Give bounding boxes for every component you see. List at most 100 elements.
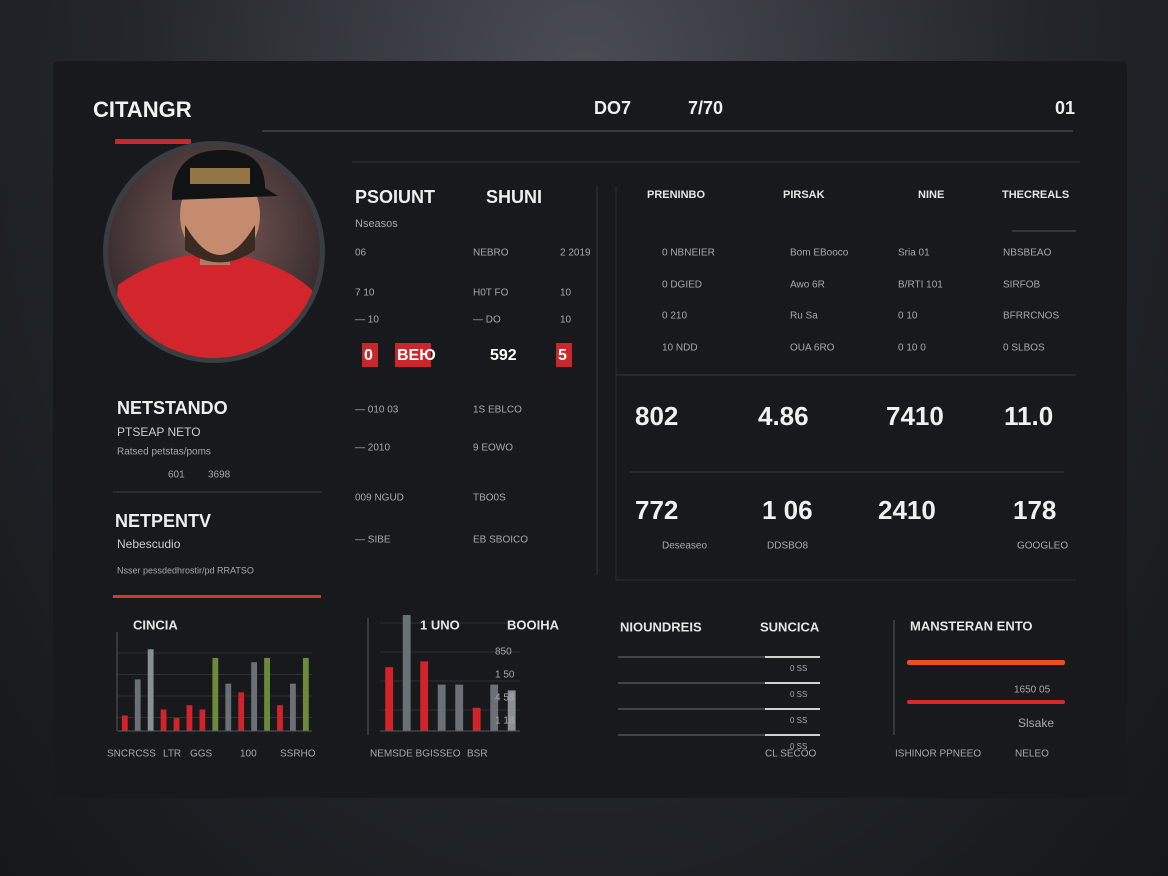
bar [173, 718, 180, 731]
meter-label: 1650 05 [1014, 685, 1051, 696]
table-header: PIRSAK [783, 189, 825, 201]
profile-stat: 601 [168, 470, 185, 481]
progress-title: NIOUNDREIS [620, 619, 702, 634]
meter-label: Slsake [1018, 716, 1054, 730]
progress-subtitle: SUNCICA [760, 619, 820, 634]
profile-name: NETSTANDO [117, 398, 228, 418]
bar [472, 707, 481, 731]
stat-cell: — 010 03 [355, 405, 399, 416]
section-title: NETPENTV [115, 511, 211, 531]
section-sub: Nebescudio [117, 537, 181, 551]
track-label: 0 SS [790, 690, 807, 699]
table-cell: 10 NDD [662, 343, 698, 354]
bar [238, 692, 245, 731]
stats-subtitle: Nseasos [355, 218, 398, 230]
table-cell: 0 210 [662, 311, 687, 322]
table-cell: 0 NBNEIER [662, 248, 715, 259]
stat-cell: — SIBE [355, 535, 391, 546]
stat-cell: — DO [473, 315, 501, 326]
table-cell: Bom EBooco [790, 248, 849, 259]
progress: 0 SS 0 SS 0 SS 0 SS [618, 656, 820, 751]
stat-cell: 9 EOWO [473, 443, 513, 454]
big-stat: 772 [635, 495, 678, 525]
bar [134, 679, 141, 731]
bar [160, 709, 167, 731]
side-label: 1 50 [495, 670, 515, 681]
table: PRENINBO PIRSAK NINE THECREALS 0 NBNEIER Bom … [635, 189, 1069, 552]
table-cell: OUA 6RO [790, 343, 835, 354]
big-stat: 7410 [886, 401, 944, 431]
bar [385, 667, 394, 731]
x-label: NEMSDE BGISSEO [370, 749, 461, 760]
x-label: GGS [190, 749, 213, 760]
bar [121, 715, 128, 731]
chip-bg [362, 343, 378, 367]
stat-cell: — 10 [355, 315, 379, 326]
profile-role: PTSEAP NETO [117, 425, 201, 439]
bar [225, 683, 232, 731]
bar [147, 649, 154, 731]
chip: 592 [490, 347, 517, 364]
stat-cell: TBO0S [473, 493, 506, 504]
x-label: 100 [240, 749, 257, 760]
accent [115, 139, 191, 144]
table-cell: 0 DGIED [662, 280, 702, 291]
table-cell: SIRFOB [1003, 280, 1041, 291]
stat-cell: — 2010 [355, 443, 390, 454]
bar [420, 661, 429, 731]
table-cell: Sria 01 [898, 248, 930, 259]
bar [507, 690, 516, 731]
header-item: 7/70 [688, 98, 723, 118]
meter-footer: NELEO [1015, 749, 1049, 760]
table-header: THECREALS [1002, 189, 1069, 201]
x-label: BSR [467, 749, 488, 760]
x-label: SSRHO [280, 749, 316, 760]
progress-footer: CL SECOO [765, 749, 817, 760]
table-cell: 0 10 0 [898, 343, 926, 354]
side-label: 850 [495, 647, 512, 658]
table-cell: Ru Sa [790, 311, 818, 322]
big-stat: 1 06 [762, 495, 813, 525]
chip-bg [556, 343, 572, 367]
meter-title: MANSTERAN ENTO [910, 618, 1033, 633]
big-stat: 802 [635, 401, 678, 431]
bar [455, 684, 464, 731]
table-cell: B/RTI 101 [898, 280, 943, 291]
bar [290, 683, 296, 731]
meter-bar [907, 700, 1065, 704]
avatar [108, 146, 320, 358]
stat-cell: EB SBOICO [473, 535, 528, 546]
stat-cell: 009 NGUD [355, 493, 404, 504]
header-item: 01 [1055, 98, 1075, 118]
table-cell: NBSBEAO [1003, 248, 1052, 259]
big-stat: 2410 [878, 495, 936, 525]
bar [264, 657, 270, 731]
bar [199, 709, 206, 731]
track-label: 0 SS [790, 716, 807, 725]
side-label: 1 18 [495, 716, 515, 727]
stats-title: SHUNI [486, 187, 542, 207]
stat-cell: NEBRO [473, 248, 509, 259]
track-label: 0 SS [790, 742, 807, 751]
stat-label: Deseaseo [662, 541, 707, 552]
chip: 0 [364, 347, 373, 364]
chip-bg [395, 343, 431, 367]
stat-cell: H0T FO [473, 288, 509, 299]
stats-title: PSOIUNT [355, 187, 435, 207]
stat-cell: 1S EBLCO [473, 405, 522, 416]
stat-cell: 7 10 [355, 288, 375, 299]
stat-label: DDSBO8 [767, 541, 809, 552]
bar [277, 705, 283, 731]
table-header: PRENINBO [647, 189, 706, 201]
meter-bar [907, 660, 1065, 665]
x-label: SNCRCSS [107, 749, 156, 760]
section-note: Nsser pessdedhrostir/pd RRATSO [117, 565, 254, 575]
stat-rows: 06 NEBRO 2 2019 7 10 H0T FO 10 — 10 — DO 10 — 010… [355, 248, 591, 546]
accent-line [113, 595, 321, 598]
chart-title: 1 UNO [420, 617, 460, 632]
bar [402, 615, 411, 731]
big-stat: 178 [1013, 495, 1056, 525]
side-label: 4 58 [495, 693, 515, 704]
